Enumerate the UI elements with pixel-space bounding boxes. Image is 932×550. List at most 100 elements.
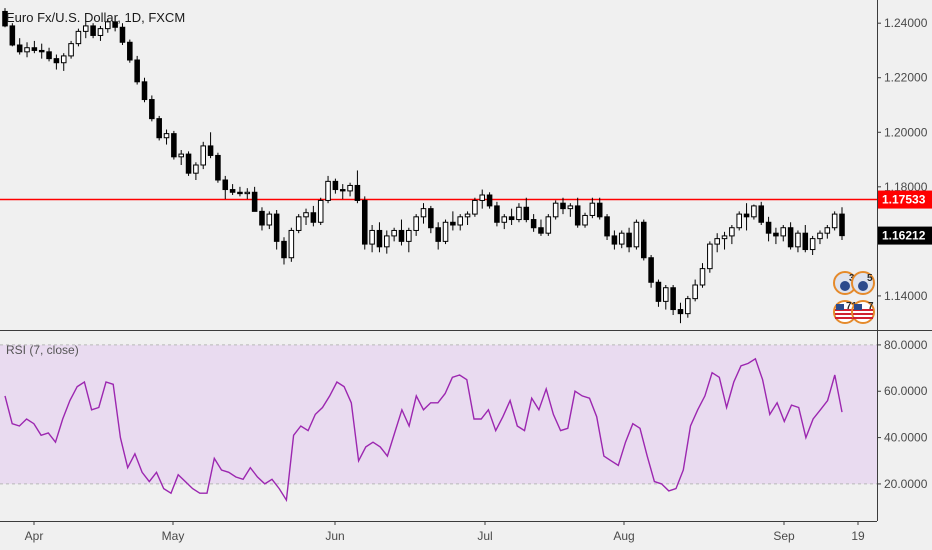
event-badges: 3 5 71 7 [833, 271, 875, 324]
candle [134, 55, 140, 85]
candle [75, 28, 82, 47]
price-axis-label: 1.18000 [884, 180, 928, 194]
candle [589, 197, 596, 219]
candle [9, 23, 16, 47]
candle [200, 141, 207, 170]
candle-body-down [156, 118, 162, 139]
candle [354, 170, 361, 204]
candle [640, 219, 647, 261]
candle [567, 203, 574, 217]
candle [141, 77, 148, 103]
candle-body-down [16, 44, 23, 53]
candle [207, 132, 214, 159]
candle-body-up [24, 47, 30, 53]
us-flag-icon[interactable]: 7 [851, 300, 875, 324]
candle [809, 235, 816, 255]
candle-body-down [758, 205, 765, 223]
price-axis[interactable]: 1.24000 1.22000 1.20000 1.18000 1.14000 [877, 16, 928, 303]
candle [428, 205, 434, 234]
candle [824, 225, 831, 239]
candle [178, 150, 184, 165]
candle-body-up [589, 202, 596, 216]
rsi-axis[interactable]: 80.0000 60.0000 40.0000 20.0000 [877, 338, 928, 491]
candle-body-up [303, 212, 309, 218]
resistance-price-tag: 1.17533 [878, 190, 932, 209]
candle-body-down [626, 232, 632, 248]
candle [97, 25, 104, 41]
candle-body-down [273, 213, 280, 242]
candle [24, 42, 30, 58]
candle-body-up [692, 284, 698, 300]
candle [751, 204, 757, 220]
candle [743, 203, 750, 231]
candle-body-up [413, 216, 419, 231]
candle [479, 189, 486, 209]
candle-body-up [178, 153, 184, 158]
candle [736, 211, 742, 231]
candle-body-down [112, 21, 118, 28]
candle [596, 197, 603, 220]
candle [773, 227, 779, 245]
time-axis-label: Jul [477, 529, 492, 543]
us-flag-icon[interactable]: 71 [833, 300, 858, 324]
candle-body-down [376, 229, 383, 248]
candle-body-down [339, 189, 346, 192]
candle [707, 241, 713, 273]
candle-body-down [185, 153, 192, 174]
candle [60, 53, 67, 71]
rsi-axis-label: 40.0000 [884, 431, 928, 445]
candle [765, 216, 772, 242]
candle [442, 219, 449, 245]
rsi-axis-label: 20.0000 [884, 477, 928, 491]
candle-body-down [839, 213, 845, 237]
candle-body-down [773, 232, 779, 237]
event-badge-count: 5 [867, 273, 873, 284]
candle-body-down [604, 216, 610, 237]
price-pane[interactable] [0, 0, 877, 330]
candle [38, 43, 45, 59]
candle-body-down [259, 210, 265, 226]
candle [486, 192, 493, 209]
candle [156, 115, 162, 141]
candle [494, 201, 500, 227]
candle-body-up [464, 213, 471, 218]
candle [193, 162, 199, 180]
last-price-tag: 1.16212 [878, 226, 932, 245]
candle-body-down [486, 194, 493, 207]
candle [90, 23, 96, 39]
calendar-event-icon[interactable]: 5 [851, 271, 875, 295]
candle-body-down [596, 202, 603, 218]
candle [288, 227, 295, 262]
candle [82, 21, 89, 39]
candle-body-up [795, 232, 801, 248]
candle-body-up [406, 229, 412, 242]
candle [222, 175, 229, 200]
candle-body-down [251, 191, 258, 212]
candle [266, 211, 273, 230]
price-axis-label: 1.20000 [884, 125, 928, 139]
candle [105, 19, 111, 33]
candle [46, 47, 52, 62]
candle [729, 225, 735, 245]
rsi-indicator-label[interactable]: RSI (7, close) [6, 343, 79, 357]
candle-body-up [266, 213, 273, 226]
candle [780, 225, 787, 242]
candle-body-up [347, 184, 353, 192]
candle-body-up [582, 214, 588, 226]
candle [758, 201, 765, 225]
candle [376, 222, 383, 253]
candle-body-down [538, 227, 544, 234]
time-axis[interactable]: Apr May Jun Jul Aug Sep 19 [25, 521, 865, 543]
candle-body-down [354, 184, 361, 201]
candle [398, 219, 405, 246]
time-axis-label: Jun [325, 529, 344, 543]
candle [171, 130, 177, 160]
candle-body-down [574, 205, 581, 226]
candle-body-down [53, 58, 60, 64]
candle-body-up [60, 55, 67, 64]
candle-body-down [38, 49, 45, 53]
candle-body-up [721, 235, 728, 240]
candle [692, 279, 698, 302]
candle [317, 197, 324, 225]
